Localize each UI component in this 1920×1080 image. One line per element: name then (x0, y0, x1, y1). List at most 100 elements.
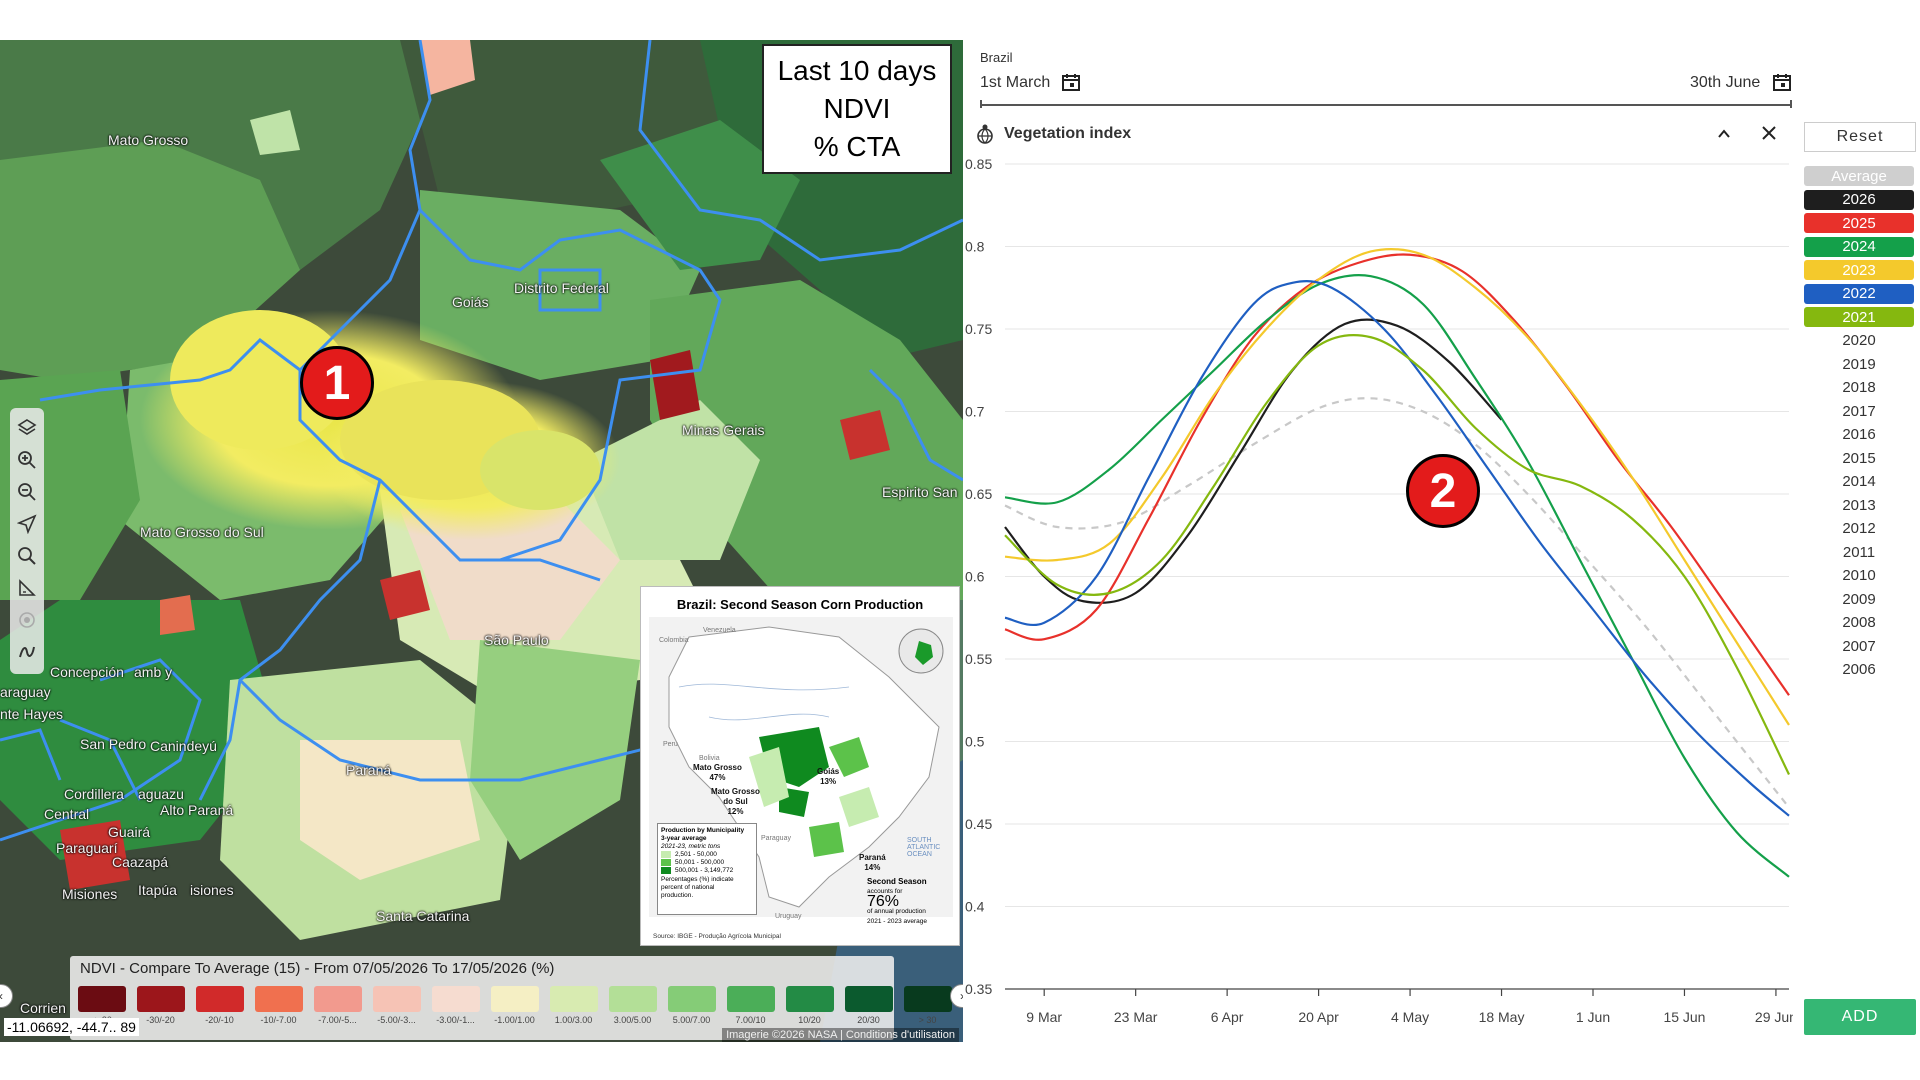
year-toggle-average[interactable]: Average (1804, 166, 1914, 186)
measure-icon[interactable] (13, 572, 41, 604)
legend-swatch (372, 986, 421, 1012)
collapse-chevron-icon[interactable] (1716, 126, 1732, 142)
end-calendar-icon[interactable] (1772, 72, 1792, 92)
year-toggle-2024[interactable]: 2024 (1804, 236, 1914, 257)
legend-item: 5.00/7.00 (664, 986, 719, 1025)
y-tick-label: 0.8 (965, 239, 985, 255)
label-canindeyu: Canindeyú (150, 738, 217, 754)
search-icon[interactable] (13, 540, 41, 572)
year-toggle-2020[interactable]: 2020 (1842, 332, 1876, 349)
legend-swatch (136, 986, 185, 1012)
legend-label: 10/20 (798, 1015, 821, 1025)
map-terrain (0, 40, 963, 1042)
year-toggle-2009[interactable]: 2009 (1842, 590, 1876, 608)
year-toggle-2016[interactable]: 2016 (1842, 426, 1876, 443)
year-toggle-2007[interactable]: 2007 (1842, 637, 1876, 655)
legend-title: NDVI - Compare To Average (15) - From 07… (80, 960, 555, 977)
legend-label: 3.00/5.00 (613, 1015, 652, 1025)
chart-title: Vegetation index (1004, 125, 1132, 142)
year-toggle-2023[interactable]: 2023 (1804, 260, 1914, 280)
label-hayes: nte Hayes (0, 706, 64, 722)
year-toggle-2012[interactable]: 2012 (1842, 520, 1876, 537)
inset-second-season-note: Second Season accounts for 76% of annual… (867, 877, 927, 925)
label-mato-grosso-do-sul: Mato Grosso do Sul (140, 524, 264, 540)
target-icon[interactable] (13, 604, 41, 636)
date-range-slider[interactable] (980, 104, 1792, 106)
info-box-metric: % CTA (813, 131, 901, 162)
label-santa-catarina: Santa Catarina (376, 908, 470, 924)
ndvi-map[interactable]: Mato Grosso Goiás Distrito Federal Minas… (0, 40, 963, 1042)
legend-swatch (785, 986, 834, 1012)
cursor-coordinates: -11.06692, -44.7.. 89 (4, 1018, 139, 1036)
x-tick-label: 15 Jun (1663, 1009, 1705, 1025)
zoom-in-icon[interactable] (13, 444, 41, 476)
inset-region-mato-grosso-do-sul: Mato Grosso do Sul 12% (711, 787, 760, 816)
year-list: Average 2026 2025 2024 2023 2022 2021 2020 2019 2… (1804, 166, 1916, 683)
layers-icon[interactable] (13, 412, 41, 444)
y-tick-label: 0.65 (965, 486, 992, 502)
start-calendar-icon[interactable] (1061, 72, 1081, 92)
label-caaguazu: aguazu (138, 786, 184, 802)
x-tick-label: 29 Jun (1755, 1009, 1793, 1025)
y-tick-label: 0.6 (965, 569, 985, 585)
start-date[interactable]: 1st March (980, 74, 1051, 91)
legend-swatch (254, 986, 303, 1012)
zoom-out-icon[interactable] (13, 476, 41, 508)
legend-swatch (77, 986, 126, 1012)
label-central: Central (44, 806, 90, 822)
end-date[interactable]: 30th June (1690, 74, 1761, 91)
x-tick-label: 4 May (1391, 1009, 1429, 1025)
series-line-2021 (1004, 334, 1790, 775)
year-toggle-2021[interactable]: 2021 (1804, 307, 1914, 327)
year-toggle-2022[interactable]: 2022 (1804, 283, 1914, 304)
year-toggle-2017[interactable]: 2017 (1842, 402, 1876, 420)
year-toggle-2011[interactable]: 2011 (1842, 543, 1876, 561)
label-espirito-santo: Espirito San (882, 484, 958, 500)
legend-swatch (844, 986, 893, 1012)
inset-legend-item: 2,501 - 50,000 (661, 851, 753, 859)
label-caazapa: Caazapá (112, 854, 169, 870)
reset-button[interactable]: Reset (1804, 122, 1916, 152)
region-label: Brazil (980, 50, 1013, 65)
year-toggle-2014[interactable]: 2014 (1842, 473, 1876, 490)
close-icon[interactable] (1760, 124, 1778, 142)
year-toggle-2010[interactable]: 2010 (1842, 567, 1876, 584)
year-toggle-2018[interactable]: 2018 (1842, 379, 1876, 396)
year-toggle-2025[interactable]: 2025 (1804, 213, 1914, 233)
inset-brazil-map (649, 617, 953, 917)
legend-swatches: < -30-30/-20-20/-10-10/-7.00-7.00/-5...-… (74, 986, 959, 1025)
legend-label: 7.00/10 (735, 1015, 766, 1025)
label-minas-gerais: Minas Gerais (682, 422, 765, 438)
inset-label-ocean: SOUTH ATLANTIC OCEAN (907, 837, 941, 858)
series-line-2025 (1004, 253, 1790, 696)
inset-label-colombia: Colombia (659, 637, 689, 644)
slider-start-handle[interactable] (980, 100, 982, 108)
y-tick-label: 0.75 (965, 321, 992, 337)
legend-swatch (195, 986, 244, 1012)
locate-icon[interactable] (13, 508, 41, 540)
year-toggle-2026[interactable]: 2026 (1804, 189, 1914, 210)
year-toggle-2015[interactable]: 2015 (1842, 449, 1876, 467)
y-tick-label: 0.55 (965, 651, 992, 667)
label-paraguay: araguay (0, 684, 51, 700)
year-toggle-2006[interactable]: 2006 (1842, 661, 1876, 678)
map-attribution[interactable]: Imagerie ©2026 NASA | Conditions d'utili… (722, 1028, 959, 1042)
year-toggle-2019[interactable]: 2019 (1842, 355, 1876, 373)
legend-label: 5.00/7.00 (672, 1015, 711, 1025)
label-amb: amb y (134, 664, 173, 680)
x-tick-label: 9 Mar (1026, 1009, 1062, 1025)
draw-icon[interactable] (13, 636, 41, 668)
year-toggle-2008[interactable]: 2008 (1842, 614, 1876, 631)
y-tick-label: 0.35 (965, 981, 992, 997)
chart-axes: 0.35 0.4 0.45 0.5 0.55 0.6 0.65 0.7 0.75 0.8 0.85 9… (965, 156, 1793, 1025)
x-tick-label: 1 Jun (1576, 1009, 1610, 1025)
legend-item: -30/-20 (133, 986, 188, 1025)
info-box: Last 10 days NDVI % CTA (762, 44, 952, 174)
label-itapua: Itapúa (138, 882, 177, 898)
legend-item: -1.00/1.00 (487, 986, 542, 1025)
add-button[interactable]: ADD (1804, 999, 1916, 1035)
legend-swatch (667, 986, 716, 1012)
slider-end-handle[interactable] (1790, 100, 1792, 108)
year-toggle-2013[interactable]: 2013 (1842, 496, 1876, 514)
legend-swatch (490, 986, 539, 1012)
